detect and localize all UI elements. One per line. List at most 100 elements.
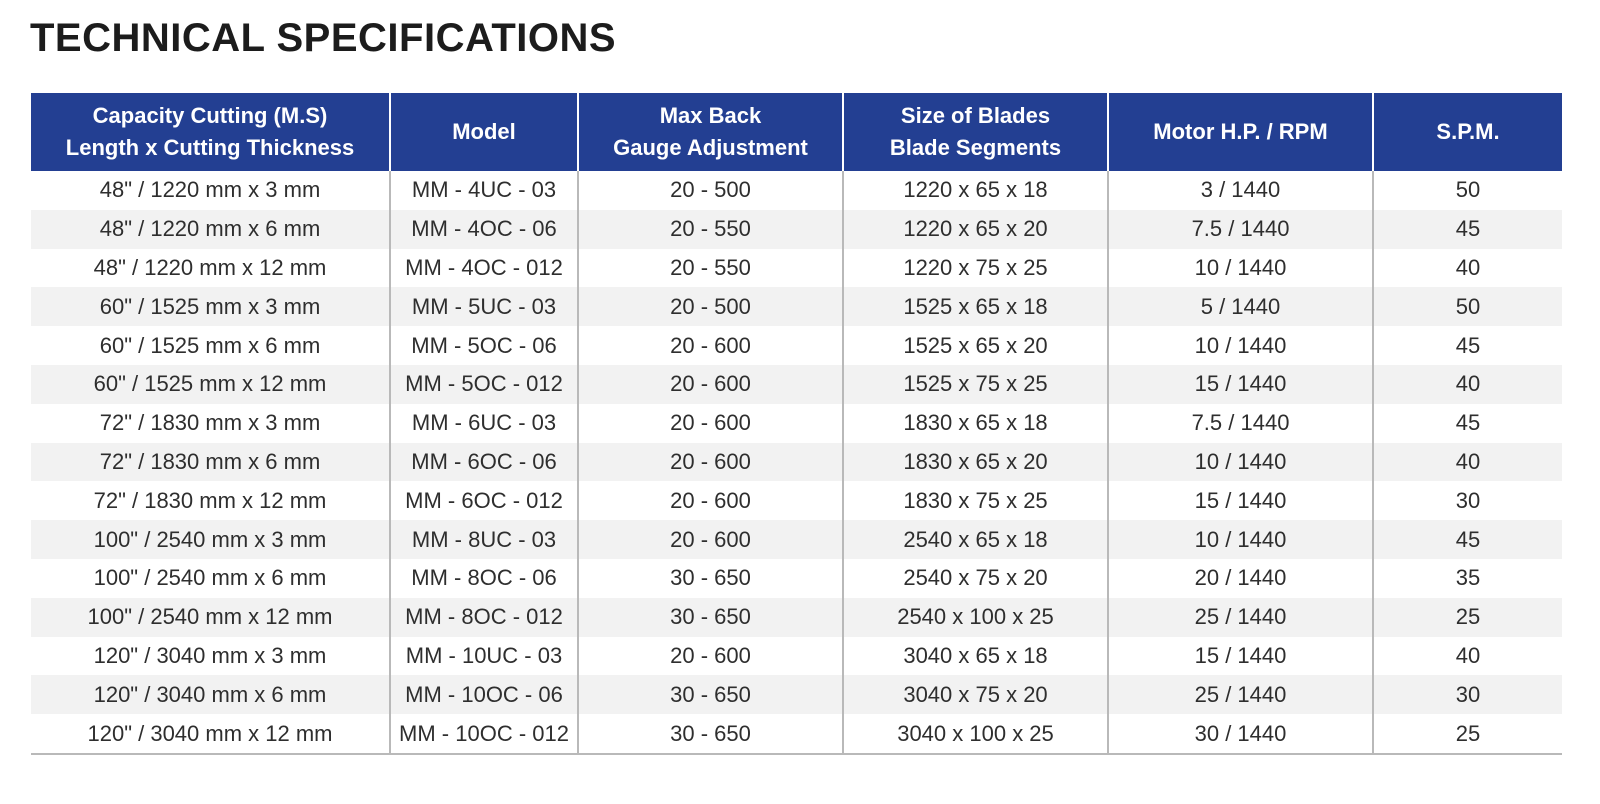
cell-back-gauge: 20 - 600 (577, 520, 843, 559)
cell-motor: 3 / 1440 (1107, 171, 1373, 210)
cell-blade-size: 3040 x 75 x 20 (842, 675, 1108, 715)
cell-blade-size: 1830 x 75 x 25 (842, 481, 1108, 521)
cell-motor: 20 / 1440 (1107, 558, 1373, 598)
cell-model: MM - 5OC - 012 (389, 364, 578, 404)
table-row: 48" / 1220 mm x 3 mm MM - 4UC - 03 20 - 50… (31, 171, 1562, 210)
specifications-table: Capacity Cutting (M.S) Length x Cutting … (31, 93, 1562, 755)
cell-back-gauge: 20 - 600 (577, 481, 843, 521)
cell-model: MM - 8OC - 06 (389, 558, 578, 598)
cell-spm: 40 (1372, 364, 1562, 404)
table-row: 72" / 1830 mm x 12 mm MM - 6OC - 012 20 - … (31, 481, 1562, 521)
header-capacity-cutting: Capacity Cutting (M.S) Length x Cutting … (31, 93, 390, 171)
cell-capacity: 60" / 1525 mm x 6 mm (31, 326, 390, 365)
table-row: 72" / 1830 mm x 6 mm MM - 6OC - 06 20 - 60… (31, 442, 1562, 482)
cell-back-gauge: 30 - 650 (577, 558, 843, 598)
cell-model: MM - 10UC - 03 (389, 636, 578, 676)
table-row: 48" / 1220 mm x 12 mm MM - 4OC - 012 20 - … (31, 248, 1562, 288)
cell-spm: 45 (1372, 520, 1562, 559)
cell-motor: 10 / 1440 (1107, 326, 1373, 365)
cell-back-gauge: 20 - 500 (577, 171, 843, 210)
cell-model: MM - 5UC - 03 (389, 287, 578, 327)
cell-back-gauge: 20 - 550 (577, 248, 843, 288)
cell-spm: 25 (1372, 597, 1562, 637)
cell-blade-size: 1220 x 65 x 20 (842, 209, 1108, 249)
cell-spm: 30 (1372, 675, 1562, 715)
table-row: 100" / 2540 mm x 12 mm MM - 8OC - 012 30 -… (31, 597, 1562, 637)
cell-back-gauge: 20 - 550 (577, 209, 843, 249)
page-title: TECHNICAL SPECIFICATIONS (30, 16, 617, 60)
cell-model: MM - 8UC - 03 (389, 520, 578, 559)
cell-spm: 45 (1372, 403, 1562, 443)
cell-blade-size: 2540 x 100 x 25 (842, 597, 1108, 637)
cell-capacity: 120" / 3040 mm x 6 mm (31, 675, 390, 715)
header-model: Model (389, 93, 578, 171)
cell-model: MM - 10OC - 012 (389, 714, 578, 755)
cell-blade-size: 1220 x 65 x 18 (842, 171, 1108, 210)
table-row: 60" / 1525 mm x 12 mm MM - 5OC - 012 20 - … (31, 364, 1562, 404)
cell-model: MM - 4UC - 03 (389, 171, 578, 210)
cell-blade-size: 1525 x 65 x 20 (842, 326, 1108, 365)
cell-motor: 15 / 1440 (1107, 481, 1373, 521)
cell-spm: 50 (1372, 287, 1562, 327)
cell-spm: 40 (1372, 442, 1562, 482)
table-row: 60" / 1525 mm x 6 mm MM - 5OC - 06 20 - 60… (31, 326, 1562, 365)
table-row: 72" / 1830 mm x 3 mm MM - 6UC - 03 20 - 60… (31, 403, 1562, 443)
header-max-back-gauge: Max Back Gauge Adjustment (577, 93, 843, 171)
cell-capacity: 48" / 1220 mm x 3 mm (31, 171, 390, 210)
cell-motor: 15 / 1440 (1107, 364, 1373, 404)
cell-motor: 5 / 1440 (1107, 287, 1373, 327)
cell-model: MM - 8OC - 012 (389, 597, 578, 637)
cell-spm: 45 (1372, 326, 1562, 365)
cell-model: MM - 10OC - 06 (389, 675, 578, 715)
cell-capacity: 100" / 2540 mm x 12 mm (31, 597, 390, 637)
cell-model: MM - 5OC - 06 (389, 326, 578, 365)
cell-model: MM - 6UC - 03 (389, 403, 578, 443)
cell-motor: 25 / 1440 (1107, 597, 1373, 637)
header-blade-size: Size of Blades Blade Segments (842, 93, 1108, 171)
table-header: Capacity Cutting (M.S) Length x Cutting … (31, 93, 1562, 171)
cell-model: MM - 6OC - 012 (389, 481, 578, 521)
cell-motor: 10 / 1440 (1107, 520, 1373, 559)
cell-capacity: 120" / 3040 mm x 12 mm (31, 714, 390, 755)
cell-capacity: 72" / 1830 mm x 12 mm (31, 481, 390, 521)
cell-spm: 40 (1372, 636, 1562, 676)
cell-capacity: 48" / 1220 mm x 12 mm (31, 248, 390, 288)
cell-back-gauge: 20 - 600 (577, 442, 843, 482)
cell-capacity: 60" / 1525 mm x 12 mm (31, 364, 390, 404)
cell-blade-size: 1525 x 65 x 18 (842, 287, 1108, 327)
cell-motor: 30 / 1440 (1107, 714, 1373, 755)
cell-spm: 35 (1372, 558, 1562, 598)
cell-spm: 40 (1372, 248, 1562, 288)
cell-back-gauge: 20 - 600 (577, 403, 843, 443)
cell-blade-size: 3040 x 65 x 18 (842, 636, 1108, 676)
cell-blade-size: 1220 x 75 x 25 (842, 248, 1108, 288)
cell-model: MM - 6OC - 06 (389, 442, 578, 482)
cell-capacity: 60" / 1525 mm x 3 mm (31, 287, 390, 327)
cell-spm: 30 (1372, 481, 1562, 521)
table-row: 120" / 3040 mm x 6 mm MM - 10OC - 06 30 - … (31, 675, 1562, 715)
table-row: 100" / 2540 mm x 3 mm MM - 8UC - 03 20 - 6… (31, 520, 1562, 559)
cell-model: MM - 4OC - 012 (389, 248, 578, 288)
cell-motor: 7.5 / 1440 (1107, 209, 1373, 249)
header-spm: S.P.M. (1372, 93, 1562, 171)
cell-blade-size: 1830 x 65 x 20 (842, 442, 1108, 482)
cell-back-gauge: 20 - 600 (577, 326, 843, 365)
cell-motor: 10 / 1440 (1107, 442, 1373, 482)
cell-motor: 10 / 1440 (1107, 248, 1373, 288)
cell-motor: 7.5 / 1440 (1107, 403, 1373, 443)
cell-blade-size: 2540 x 65 x 18 (842, 520, 1108, 559)
cell-capacity: 72" / 1830 mm x 6 mm (31, 442, 390, 482)
cell-model: MM - 4OC - 06 (389, 209, 578, 249)
cell-blade-size: 3040 x 100 x 25 (842, 714, 1108, 755)
cell-blade-size: 1525 x 75 x 25 (842, 364, 1108, 404)
cell-back-gauge: 30 - 650 (577, 714, 843, 755)
cell-back-gauge: 20 - 500 (577, 287, 843, 327)
header-row: Capacity Cutting (M.S) Length x Cutting … (31, 93, 1562, 171)
cell-motor: 25 / 1440 (1107, 675, 1373, 715)
cell-back-gauge: 20 - 600 (577, 364, 843, 404)
cell-blade-size: 1830 x 65 x 18 (842, 403, 1108, 443)
table-row: 60" / 1525 mm x 3 mm MM - 5UC - 03 20 - 50… (31, 287, 1562, 327)
cell-capacity: 100" / 2540 mm x 3 mm (31, 520, 390, 559)
table-row: 120" / 3040 mm x 3 mm MM - 10UC - 03 20 - … (31, 636, 1562, 676)
table-row: 120" / 3040 mm x 12 mm MM - 10OC - 012 30 … (31, 714, 1562, 755)
